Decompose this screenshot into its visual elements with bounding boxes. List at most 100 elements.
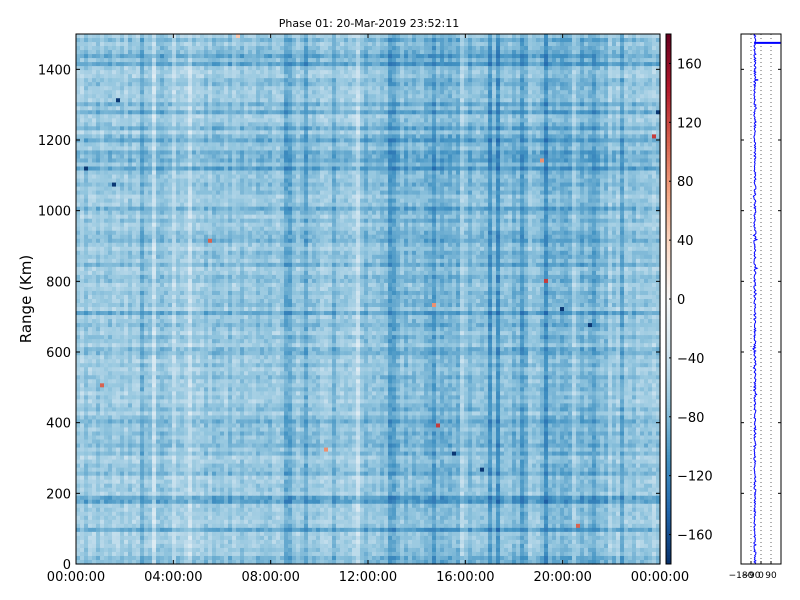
heatmap-cell [100,162,105,168]
heatmap-cell [436,34,441,39]
heatmap-cell [400,114,405,119]
heatmap-cell [284,90,289,95]
heatmap-cell [632,70,637,75]
heatmap-cell [128,74,133,79]
heatmap-cell [92,70,97,75]
heatmap-cell [400,118,405,123]
heatmap-cell [496,94,501,99]
heatmap-cell [196,62,201,67]
heatmap-cell [280,94,285,99]
heatmap-cell [248,78,253,83]
heatmap-cell [288,98,293,103]
heatmap-cell [144,90,149,95]
heatmap-cell [204,38,209,43]
heatmap-cell [548,86,553,91]
heatmap-cell [308,158,313,164]
heatmap-cell [296,86,301,91]
heatmap-cell [296,50,301,55]
heatmap-cell [572,86,577,91]
heatmap-cell [212,66,217,71]
heatmap-cell [400,42,405,47]
heatmap-cell [332,74,337,79]
heatmap-cell [164,82,169,87]
heatmap-cell [596,50,601,55]
heatmap-cell [624,142,629,148]
heatmap-cell [380,114,385,119]
heatmap-cell [644,50,649,55]
heatmap-cell [164,86,169,91]
heatmap-cell [476,98,481,103]
heatmap-cell [188,130,193,135]
heatmap-cell [396,102,401,107]
heatmap-cell [256,110,261,115]
heatmap-cell [100,58,105,63]
heatmap-cell [88,114,93,119]
heatmap-cell [104,134,109,139]
heatmap-cell [96,130,101,135]
heatmap-cell [492,34,497,39]
heatmap-cell [172,34,177,39]
heatmap-cell [412,86,417,91]
heatmap-cell [628,42,633,47]
heatmap-cell [172,122,177,127]
heatmap-cell [608,94,613,99]
heatmap-cell [604,82,609,87]
heatmap-cell [592,130,597,135]
heatmap-cell [600,138,605,144]
heatmap-cell [240,78,245,83]
heatmap-cell [112,122,117,127]
heatmap-cell [604,114,609,119]
heatmap-cell [580,34,585,39]
heatmap-cell [452,126,457,131]
heatmap-cell [592,82,597,87]
heatmap-cell [80,118,85,123]
heatmap-cell [456,70,461,75]
heatmap-cell [460,78,465,83]
heatmap-cell [304,150,309,156]
heatmap-cell [332,86,337,91]
heatmap-cell [88,82,93,87]
heatmap-cell [500,106,505,111]
heatmap-cell [404,98,409,103]
heatmap-cell [280,118,285,123]
heatmap-cell [640,54,645,59]
heatmap-cell [164,46,169,51]
heatmap-cell [236,102,241,107]
heatmap-cell [420,126,425,131]
heatmap-cell [416,50,421,55]
heatmap-cell [88,142,93,148]
heatmap-cell [632,38,637,43]
heatmap-cell [452,102,457,107]
heatmap-cell [304,98,309,103]
heatmap-cell [632,42,637,47]
heatmap-cell [492,42,497,47]
heatmap-cell [480,106,485,111]
heatmap-cell [532,38,537,43]
heatmap-cell [236,34,241,39]
heatmap-cell [240,54,245,59]
heatmap-cell [192,38,197,43]
heatmap-cell [504,74,509,79]
heatmap-cell [616,50,621,55]
heatmap-cell [432,34,437,39]
heatmap-cell [432,70,437,75]
heatmap-cell [476,150,481,156]
heatmap-cell [236,70,241,75]
heatmap-cell [76,66,81,71]
heatmap-cell [628,66,633,71]
heatmap-cell [612,146,617,152]
heatmap-cell [464,158,469,164]
heatmap-cell [164,134,169,139]
heatmap-cell [196,86,201,91]
heatmap-cell [328,150,333,156]
heatmap-cell [240,106,245,111]
heatmap-cell [288,158,293,164]
heatmap-cell [96,146,101,152]
heatmap-cell [164,42,169,47]
heatmap-cell [96,50,101,55]
heatmap-cell [468,74,473,79]
heatmap-cell [452,94,457,99]
heatmap-cell [244,86,249,91]
heatmap-cell [400,106,405,111]
heatmap-cell [656,130,661,135]
